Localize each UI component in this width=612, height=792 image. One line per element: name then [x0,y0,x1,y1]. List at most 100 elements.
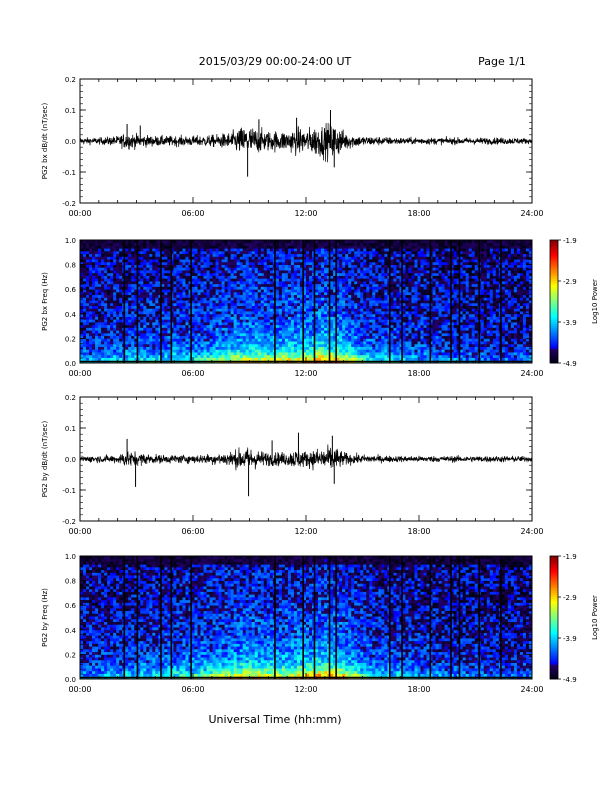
bx-spec-cell [83,332,87,337]
bx-spec-cell [113,248,117,252]
bx-spec-cell [296,242,301,246]
bx-spec-cell [113,297,117,301]
bx-spec-cell [182,294,186,298]
bx-spec-cell [146,256,150,260]
bx-spec-cell [251,357,256,361]
bx-spec-cell [266,352,271,356]
bx-spec-cell [351,294,355,298]
bx-spec-cell [360,305,364,309]
bx-spec-cell [384,327,388,331]
bx-spec-cell [333,278,337,282]
bx-spec-cell [149,354,153,358]
bx-spec-cell [209,294,213,298]
bx-spec-cell [251,330,256,334]
bx-spec-cell [393,346,397,350]
bx-spec-cell [384,352,388,356]
bx-spec-cell [278,242,283,246]
bx-spec-cell [173,286,177,290]
bx-spec-cell [239,324,244,328]
bx-spec-cell [284,343,289,347]
bx-spec-cell [224,332,229,337]
bx-spec-cell [393,291,397,296]
bx-spec-cell [203,335,207,339]
bx-spec-cell [140,261,144,265]
bx-spec-cell [203,354,207,358]
bx-spec-cell [179,300,183,304]
bx-spec-cell [92,259,96,263]
bx-spec-cell [83,316,87,320]
bx-spec-cell [309,300,313,304]
bx-spec-cell [393,300,397,304]
bx-spec-cell [354,281,358,285]
bx-spec-cell [98,311,102,315]
bx-spec-cell [315,352,319,356]
bx-spec-cell [152,259,156,263]
bx-spec-cell [393,335,397,339]
bx-spec-cell [263,256,268,260]
bx-spec-cell [354,261,358,265]
bx-spec-cell [402,240,406,244]
bx-spec-cell [293,248,298,252]
bx-spec-cell [306,343,310,347]
bx-spec-cell [194,349,198,353]
bx-spec-cell [206,357,210,361]
bx-spec-cell [224,281,229,285]
bx-spec-cell [381,354,385,358]
bx-spec-cell [342,341,346,345]
bx-spec-cell [381,335,385,339]
bx-spec-cell [263,278,268,282]
bx-spec-cell [269,335,274,339]
bx-spec-cell [306,313,310,317]
bx-spec-cell [125,354,129,358]
bx-spec-cell [137,332,141,337]
bx-spec-cell [119,332,123,337]
bx-spec-cell [116,332,120,337]
bx-spec-cell [402,267,406,271]
bx-spec-cell [206,316,210,320]
bx-spec-cell [89,256,93,260]
bx-spec-cell [134,346,138,350]
bx-spec-cell [390,327,394,331]
bx-spec-cell [164,311,168,315]
bx-spec-cell [158,302,162,306]
bx-spec-cell [275,291,280,296]
bx-spec-cell [324,256,328,260]
bx-spec-cell [242,346,247,350]
bx-spec-cell [131,357,135,361]
bx-spec-cell [296,289,301,293]
bx-spec-cell [131,316,135,320]
bx-spec-cell [275,248,280,252]
bx-spec-cell [402,346,406,350]
bx-spec-cell [339,240,343,244]
bx-spec-cell [188,240,192,244]
bx-spec-cell [251,278,256,282]
bx-spec-cell [98,357,102,361]
bx-spec-cell [176,283,180,287]
bx-spec-cell [158,316,162,320]
bx-spec-cell [321,308,325,312]
bx-spec-cell [125,291,129,296]
bx-spec-cell [339,248,343,252]
bx-spec-cell [116,305,120,309]
bx-spec-cell [200,327,204,331]
bx-spec-cell [278,322,283,326]
bx-dbdt-signal-trace [79,122,533,163]
bx-spec-cell [155,319,159,323]
bx-spec-cell [152,332,156,337]
bx-spec-cell [167,335,171,339]
bx-spec-cell [405,352,409,356]
bx-spec-cell [176,250,180,255]
bx-spec-cell [284,261,289,265]
bx-spec-cell [324,341,328,345]
bx-spec-cell [357,335,361,339]
bx-spec-cell [372,286,376,290]
bx-spec-cell [242,245,247,249]
bx-spec-cell [197,311,201,315]
bx-spec-cell [251,297,256,301]
bx-spec-cell [128,305,132,309]
bx-spec-cell [95,272,99,276]
bx-spec-cell [200,316,204,320]
bx-spec-cell [284,330,289,334]
bx-spec-cell [230,281,235,285]
bx-spec-cell [336,352,340,356]
